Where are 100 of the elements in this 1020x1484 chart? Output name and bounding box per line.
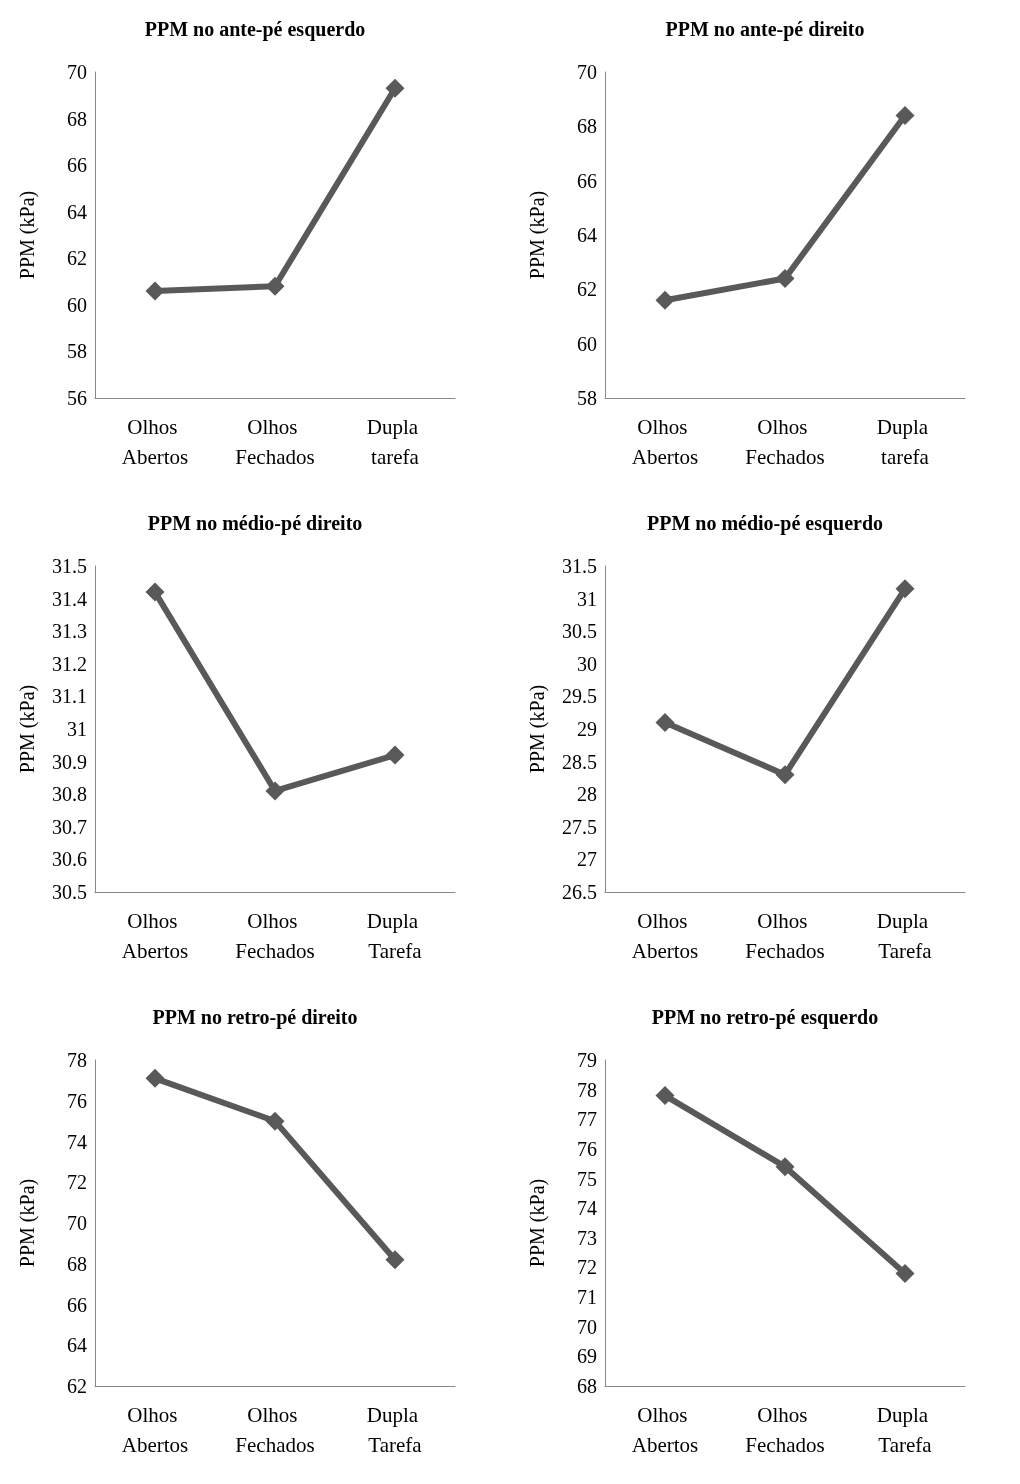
point — [265, 781, 285, 801]
y-tick-label: 70 — [577, 1315, 597, 1338]
y-tick-label: 78 — [577, 1078, 597, 1101]
y-tick-label: 66 — [67, 1293, 87, 1316]
y-tick-label: 31.1 — [52, 685, 87, 708]
y-tick-label: 70 — [577, 61, 597, 83]
x-tick-label: Olhos Fechados — [235, 909, 315, 963]
y-tick-label: 74 — [67, 1130, 87, 1153]
y-tick-label: 66 — [67, 154, 87, 177]
y-tick-label: 27.5 — [562, 815, 597, 838]
y-tick-label: 68 — [67, 107, 87, 130]
x-tick-label: Olhos Fechados — [235, 1403, 315, 1457]
y-tick-label: 30.5 — [52, 881, 87, 903]
point — [895, 579, 915, 599]
y-tick-label: 30.5 — [562, 620, 597, 643]
point — [385, 1250, 405, 1270]
point — [655, 290, 675, 310]
x-tick-label: Olhos Abertos — [631, 1403, 699, 1457]
y-axis-title: PPM (kPa) — [526, 190, 549, 280]
x-tick-label: Dupla Tarefa — [366, 909, 424, 963]
y-tick-label: 73 — [577, 1226, 597, 1249]
point — [145, 1068, 165, 1088]
chart-title: PPM no médio-pé direito — [147, 512, 363, 535]
point — [265, 276, 285, 296]
y-tick-label: 75 — [577, 1167, 597, 1190]
y-tick-label: 79 — [577, 1049, 597, 1071]
x-tick-label: Dupla Tarefa — [876, 1403, 934, 1457]
chart-title: PPM no retro-pé direito — [152, 1006, 358, 1029]
chart-title: PPM no médio-pé esquerdo — [646, 512, 884, 535]
y-tick-label: 31.5 — [52, 555, 87, 577]
y-tick-label: 29 — [577, 718, 597, 740]
point — [265, 1111, 285, 1131]
y-tick-label: 64 — [67, 200, 87, 223]
chart-title: PPM no ante-pé esquerdo — [144, 18, 366, 41]
y-tick-label: 31 — [67, 718, 87, 740]
x-tick-label: Olhos Abertos — [121, 415, 189, 469]
x-tick-label: Olhos Fechados — [745, 1403, 825, 1457]
y-axis-title: PPM (kPa) — [526, 684, 549, 774]
y-tick-label: 30.7 — [52, 815, 87, 838]
y-axis-title: PPM (kPa) — [16, 684, 39, 774]
y-tick-label: 30.6 — [52, 848, 87, 871]
y-tick-label: 77 — [577, 1108, 597, 1131]
y-tick-label: 62 — [577, 278, 597, 301]
y-tick-label: 31.4 — [52, 587, 87, 610]
y-axis-title: PPM (kPa) — [16, 1178, 39, 1268]
y-tick-label: 76 — [67, 1089, 87, 1112]
point — [655, 712, 675, 732]
chart-title: PPM no ante-pé direito — [665, 18, 865, 41]
y-axis-title: PPM (kPa) — [526, 1178, 549, 1268]
x-tick-label: Dupla tarefa — [366, 415, 424, 469]
y-tick-label: 66 — [577, 169, 597, 192]
y-tick-label: 58 — [67, 340, 87, 363]
y-tick-label: 31.5 — [562, 555, 597, 577]
x-tick-label: Olhos Abertos — [631, 415, 699, 469]
x-tick-label: Olhos Fechados — [745, 909, 825, 963]
y-tick-label: 60 — [67, 293, 87, 316]
y-tick-label: 31.3 — [52, 620, 87, 643]
y-tick-label: 60 — [577, 332, 597, 355]
y-tick-label: 56 — [67, 387, 87, 409]
y-tick-label: 72 — [577, 1256, 597, 1279]
x-tick-label: Olhos Fechados — [745, 415, 825, 469]
point — [895, 105, 915, 125]
y-tick-label: 29.5 — [562, 685, 597, 708]
point — [775, 268, 795, 288]
x-tick-label: Olhos Abertos — [121, 909, 189, 963]
y-tick-label: 69 — [577, 1345, 597, 1368]
y-tick-label: 62 — [67, 1375, 87, 1397]
y-tick-label: 31.2 — [52, 652, 87, 675]
y-tick-label: 70 — [67, 1212, 87, 1234]
y-tick-label: 26.5 — [562, 881, 597, 903]
y-tick-label: 64 — [67, 1334, 87, 1357]
y-tick-label: 68 — [67, 1252, 87, 1275]
y-tick-label: 31 — [577, 587, 597, 610]
y-tick-label: 28 — [577, 783, 597, 806]
point — [775, 765, 795, 785]
point — [775, 1157, 795, 1177]
y-tick-label: 68 — [577, 115, 597, 138]
y-tick-label: 58 — [577, 387, 597, 409]
point — [385, 745, 405, 765]
x-tick-label: Olhos Abertos — [631, 909, 699, 963]
x-tick-label: Dupla Tarefa — [366, 1403, 424, 1457]
chart-title: PPM no retro-pé esquerdo — [651, 1006, 879, 1029]
y-tick-label: 62 — [67, 247, 87, 270]
x-tick-label: Olhos Fechados — [235, 415, 315, 469]
y-tick-label: 72 — [67, 1171, 87, 1194]
y-tick-label: 28.5 — [562, 750, 597, 773]
y-tick-label: 27 — [577, 848, 597, 871]
point — [145, 582, 165, 602]
point — [895, 1263, 915, 1283]
y-tick-label: 70 — [67, 61, 87, 83]
y-tick-label: 64 — [577, 224, 597, 246]
y-tick-label: 76 — [577, 1137, 597, 1160]
point — [145, 281, 165, 301]
y-tick-label: 30.8 — [52, 783, 87, 806]
y-tick-label: 78 — [67, 1049, 87, 1071]
y-tick-label: 30 — [577, 652, 597, 675]
y-tick-label: 71 — [577, 1286, 597, 1309]
point — [655, 1086, 675, 1106]
x-tick-label: Olhos Abertos — [121, 1403, 189, 1457]
x-tick-label: Dupla Tarefa — [876, 909, 934, 963]
